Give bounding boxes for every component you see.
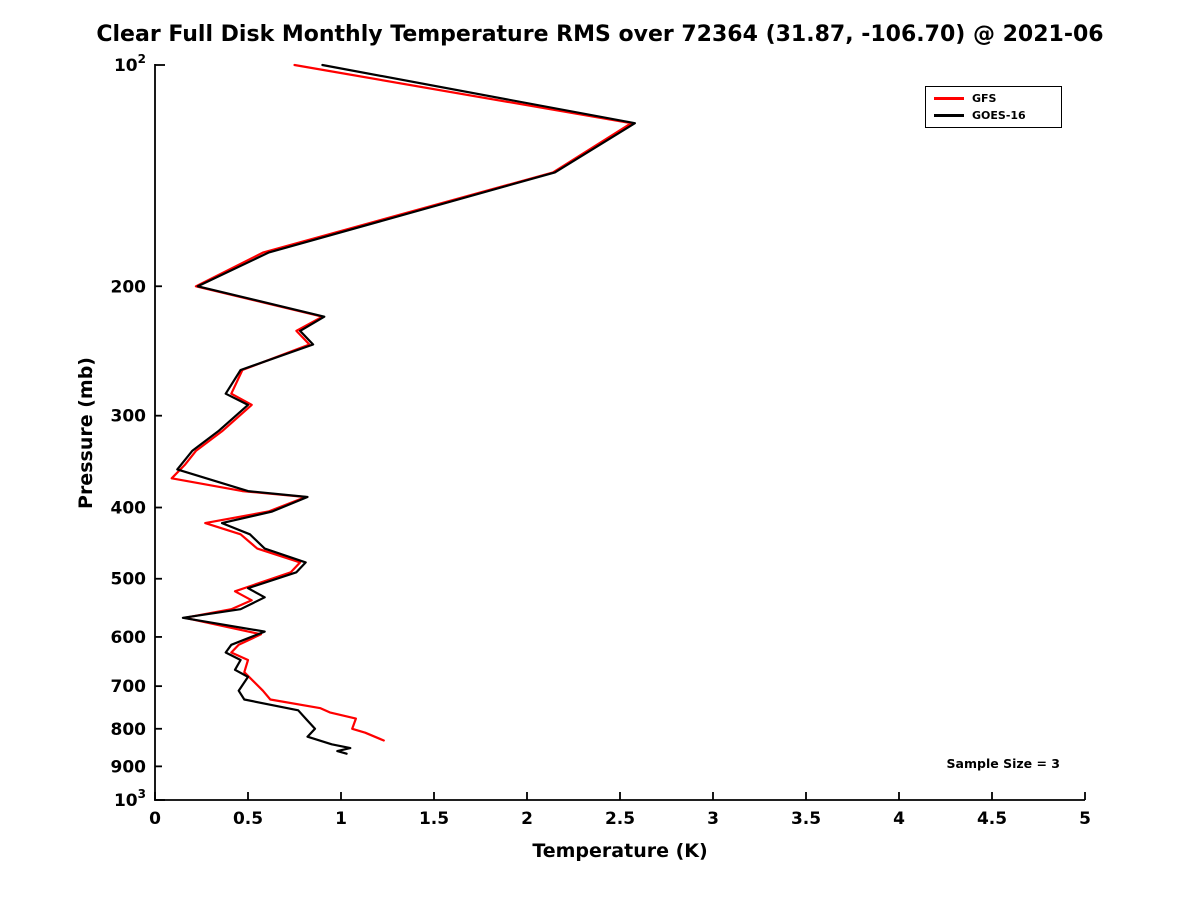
svg-text:5: 5 xyxy=(1079,809,1091,829)
x-axis-label: Temperature (K) xyxy=(532,840,708,862)
svg-text:300: 300 xyxy=(111,407,147,427)
goes16-legend-label: GOES-16 xyxy=(972,109,1026,122)
legend-item-gfs: GFS xyxy=(934,92,1053,105)
goes16-line-sample-icon xyxy=(934,114,964,117)
svg-text:1: 1 xyxy=(335,809,347,829)
svg-text:500: 500 xyxy=(111,570,147,590)
legend: GFS GOES-16 xyxy=(925,86,1062,128)
svg-text:102: 102 xyxy=(114,52,146,76)
svg-text:0.5: 0.5 xyxy=(233,809,263,829)
svg-text:700: 700 xyxy=(111,677,147,697)
svg-text:900: 900 xyxy=(111,757,147,777)
svg-text:600: 600 xyxy=(111,628,147,648)
svg-text:3: 3 xyxy=(707,809,719,829)
svg-text:200: 200 xyxy=(111,277,147,297)
gfs-line-sample-icon xyxy=(934,97,964,100)
svg-text:3.5: 3.5 xyxy=(791,809,821,829)
sample-size-annotation: Sample Size = 3 xyxy=(946,756,1060,771)
svg-text:800: 800 xyxy=(111,720,147,740)
svg-text:4.5: 4.5 xyxy=(977,809,1007,829)
svg-text:1.5: 1.5 xyxy=(419,809,449,829)
legend-item-goes16: GOES-16 xyxy=(934,109,1053,122)
chart-title: Clear Full Disk Monthly Temperature RMS … xyxy=(96,22,1104,47)
svg-text:0: 0 xyxy=(149,809,161,829)
gfs-legend-label: GFS xyxy=(972,92,997,105)
svg-text:2.5: 2.5 xyxy=(605,809,635,829)
svg-text:400: 400 xyxy=(111,499,147,519)
svg-text:2: 2 xyxy=(521,809,533,829)
svg-text:4: 4 xyxy=(893,809,905,829)
svg-text:103: 103 xyxy=(114,787,146,811)
